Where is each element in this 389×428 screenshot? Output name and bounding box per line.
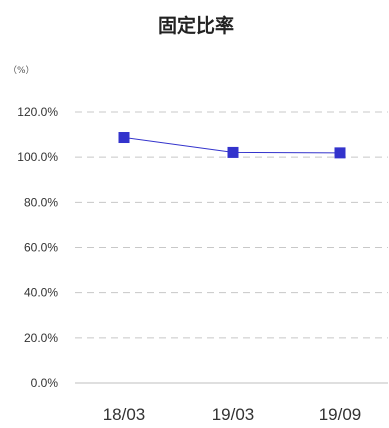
y-axis-unit-label: （%）: [8, 65, 35, 76]
data-point-marker: [334, 147, 346, 159]
y-axis-tick-labels: 0.0% 20.0% 40.0% 60.0% 80.0% 100.0% 120.0%: [17, 105, 58, 390]
x-tick-label: 19/03: [212, 405, 255, 424]
x-tick-label: 18/03: [103, 405, 146, 424]
x-tick-label: 19/09: [319, 405, 362, 424]
y-tick-label: 0.0%: [31, 376, 59, 390]
y-tick-label: 100.0%: [17, 150, 58, 164]
y-tick-label: 20.0%: [24, 331, 58, 345]
data-point-marker: [118, 132, 130, 144]
y-tick-label: 120.0%: [17, 105, 58, 119]
series-layer: [118, 132, 346, 159]
y-tick-label: 60.0%: [24, 241, 58, 255]
data-point-marker: [227, 146, 239, 158]
chart-title: 固定比率: [158, 14, 234, 37]
y-tick-label: 40.0%: [24, 286, 58, 300]
y-tick-label: 80.0%: [24, 195, 58, 209]
gridlines: [75, 111, 388, 339]
x-axis-tick-labels: 18/03 19/03 19/09: [103, 405, 362, 424]
